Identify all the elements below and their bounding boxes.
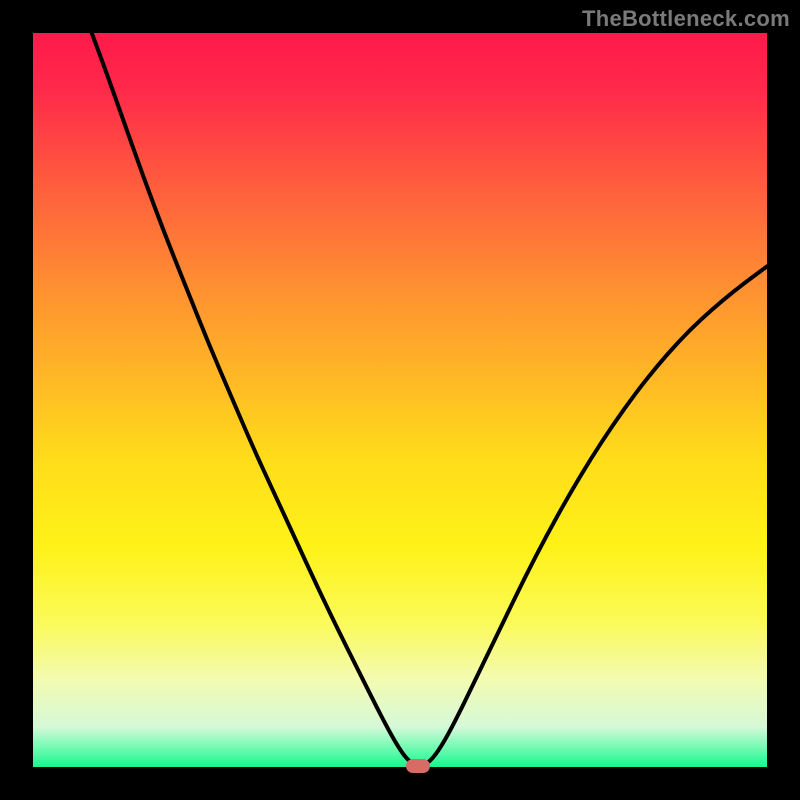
bottleneck-curve-chart [0,0,800,800]
optimal-point-marker [406,759,430,773]
chart-container: TheBottleneck.com [0,0,800,800]
plot-background [33,33,767,767]
watermark-text: TheBottleneck.com [582,6,790,32]
